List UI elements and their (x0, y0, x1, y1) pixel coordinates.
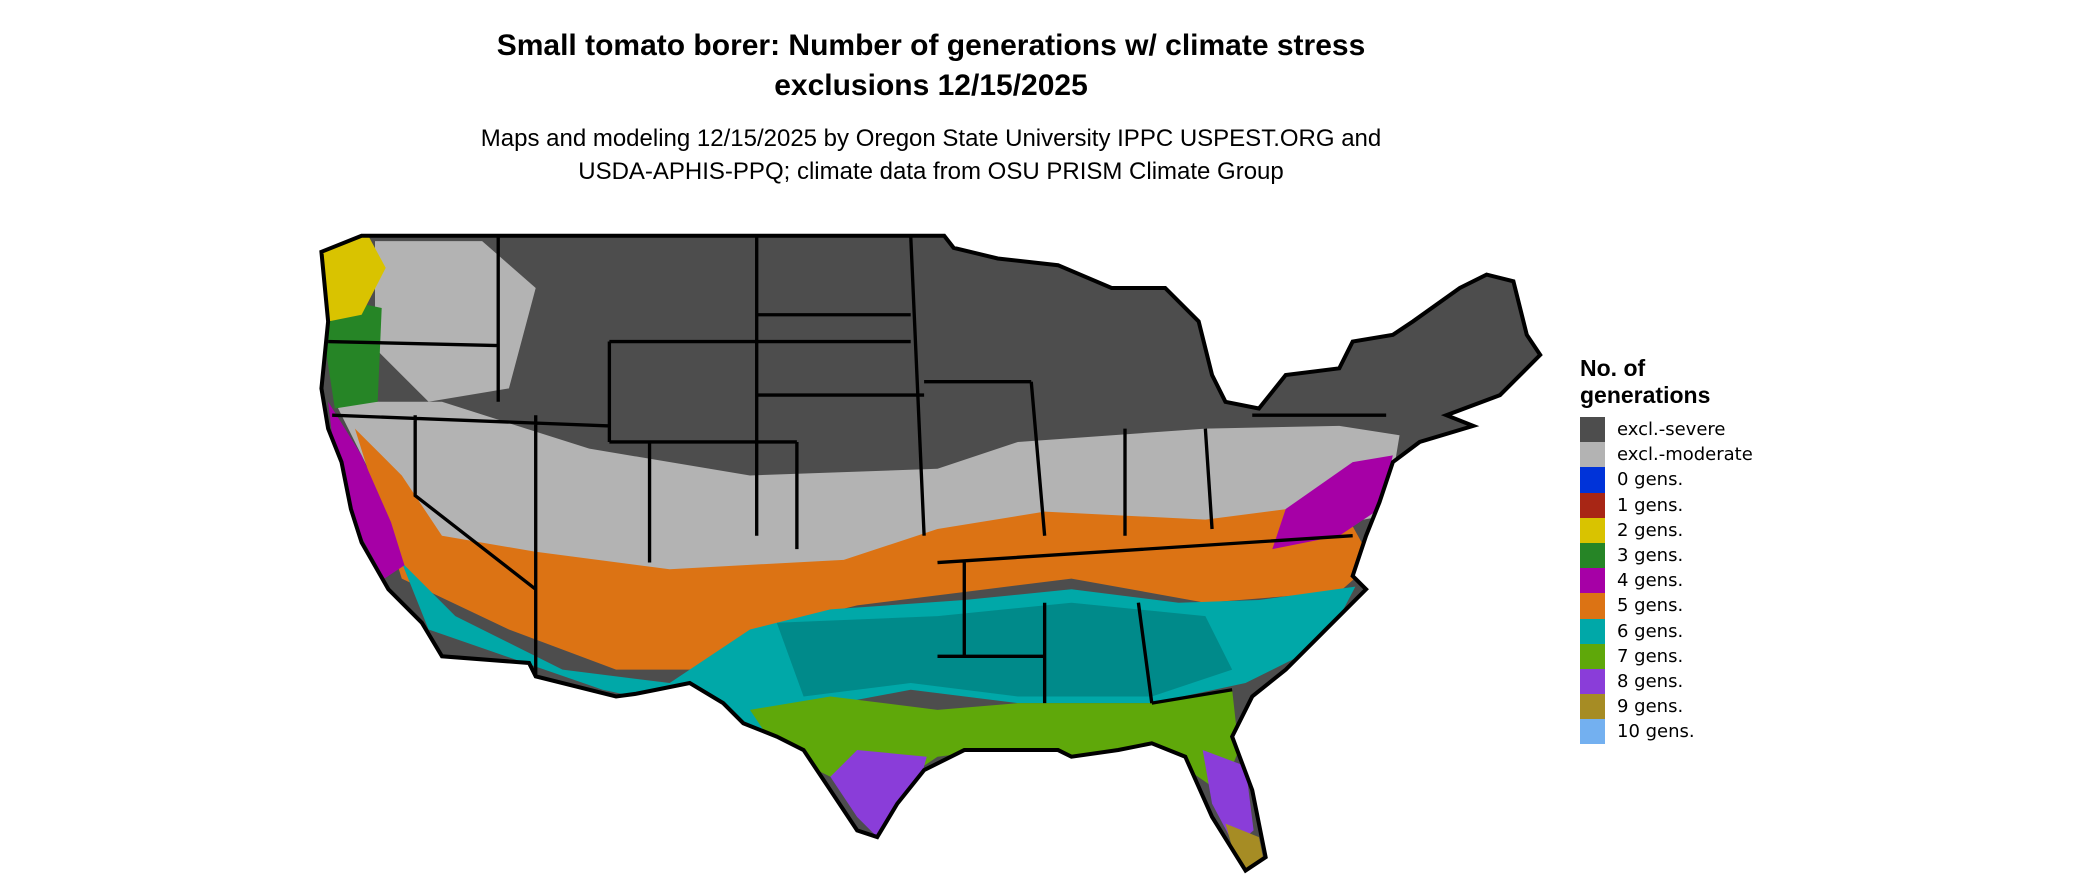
legend-item: 8 gens. (1580, 668, 1753, 695)
legend-label: excl.-moderate (1617, 444, 1753, 466)
zone-8-gens-texas (830, 750, 927, 839)
legend-swatch (1580, 719, 1605, 745)
legend-swatch (1580, 568, 1605, 594)
legend-item: excl.-severe (1580, 417, 1753, 443)
legend-label: excl.-severe (1617, 419, 1726, 441)
legend-item: 4 gens. (1580, 568, 1753, 594)
legend-label: 3 gens. (1617, 545, 1684, 567)
legend-swatch (1580, 542, 1605, 569)
legend-item: 9 gens. (1580, 694, 1753, 720)
zone-excl-moderate-west (375, 241, 536, 402)
legend-title-line-2: generations (1580, 382, 1711, 408)
legend-label: 7 gens. (1617, 645, 1684, 667)
legend-swatch (1580, 492, 1605, 518)
map-subtitle: Maps and modeling 12/15/2025 by Oregon S… (0, 122, 1862, 188)
legend-label: 1 gens. (1617, 494, 1684, 516)
legend-item: 0 gens. (1580, 467, 1753, 493)
legend-item: 2 gens. (1580, 517, 1753, 543)
zone-2-gens (321, 235, 386, 322)
title-line-2: exclusions 12/15/2025 (774, 69, 1088, 102)
legend-items: excl.-severe excl.-moderate 0 gens. 1 gens.… (1580, 417, 1753, 745)
legend: No. of generations excl.-severe excl.-mod… (1580, 355, 1753, 745)
title-line-1: Small tomato borer: Number of generation… (496, 29, 1366, 62)
legend-item: 3 gens. (1580, 542, 1753, 569)
legend-swatch (1580, 467, 1605, 493)
subtitle-line-2: USDA-APHIS-PPQ; climate data from OSU PR… (578, 158, 1284, 185)
zone-8-gens-florida (1202, 750, 1254, 847)
map-title: Small tomato borer: Number of generation… (0, 26, 1862, 106)
legend-swatch (1580, 694, 1605, 720)
legend-title: No. of generations (1580, 355, 1753, 409)
state-borders (321, 236, 1540, 871)
legend-item: 7 gens. (1580, 643, 1753, 669)
zone-5-gens (354, 428, 1373, 670)
legend-swatch (1580, 668, 1605, 695)
legend-item: 10 gens. (1580, 719, 1753, 745)
legend-swatch (1580, 442, 1605, 468)
legend-item: 5 gens. (1580, 593, 1753, 619)
legend-swatch (1580, 517, 1605, 543)
legend-item: 6 gens. (1580, 618, 1753, 644)
legend-swatch (1580, 643, 1605, 669)
zone-6-gens-core (776, 602, 1233, 697)
legend-item: excl.-moderate (1580, 442, 1753, 468)
subtitle-line-1: Maps and modeling 12/15/2025 by Oregon S… (480, 125, 1382, 152)
legend-swatch (1580, 417, 1605, 443)
legend-label: 9 gens. (1617, 696, 1684, 718)
legend-title-line-1: No. of (1580, 355, 1646, 381)
legend-label: 10 gens. (1617, 721, 1695, 743)
zone-4-gens-east (1272, 455, 1393, 550)
legend-label: 5 gens. (1617, 595, 1684, 617)
legend-label: 2 gens. (1617, 519, 1684, 541)
legend-label: 8 gens. (1617, 670, 1684, 692)
legend-item: 1 gens. (1580, 492, 1753, 518)
zone-3-gens (321, 301, 382, 409)
zone-4-gens-california (328, 401, 405, 579)
legend-label: 6 gens. (1617, 620, 1684, 642)
legend-label: 4 gens. (1617, 570, 1684, 592)
legend-swatch (1580, 593, 1605, 619)
legend-label: 0 gens. (1617, 469, 1684, 491)
legend-swatch (1580, 618, 1605, 644)
